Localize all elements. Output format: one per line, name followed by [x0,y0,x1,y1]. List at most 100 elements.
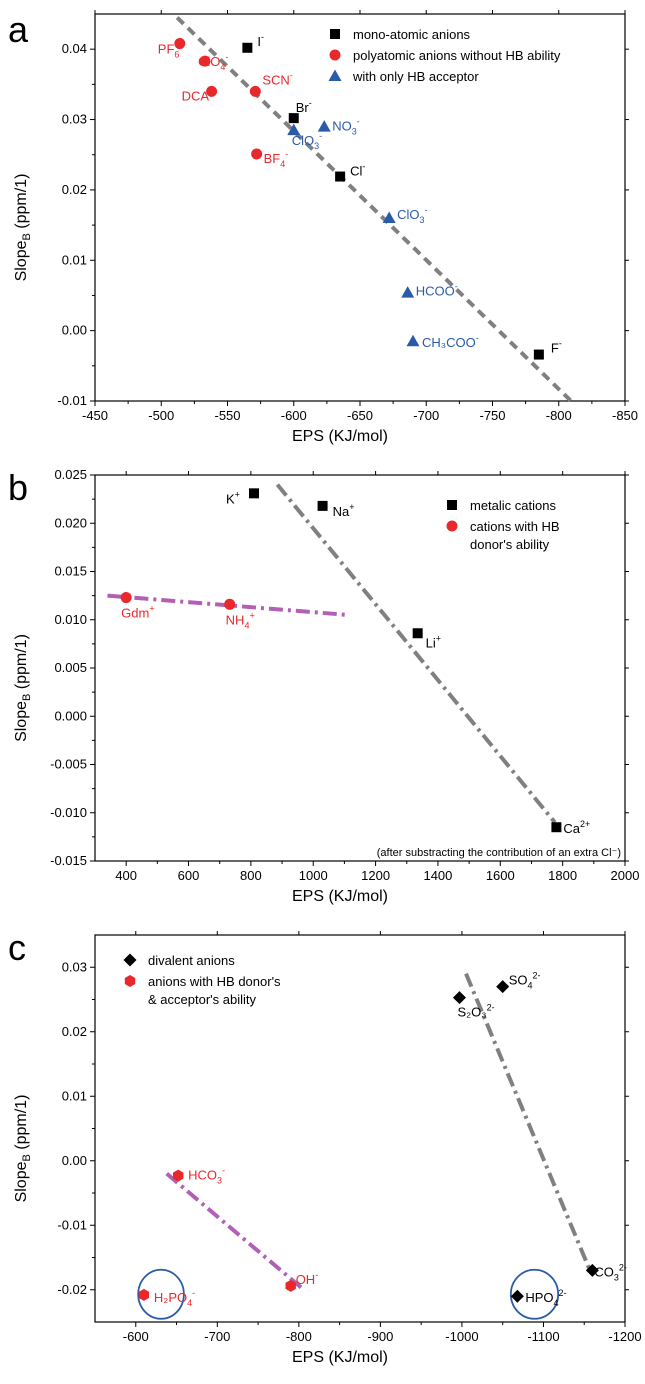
legend-marker [447,500,457,510]
x-tick-label: -600 [281,408,307,423]
y-tick-label: 0.00 [62,1153,87,1168]
data-label: H₂PO4- [154,1288,195,1308]
data-point [249,85,261,97]
data-point [174,38,186,50]
data-label: HCO3- [188,1166,225,1186]
data-label: F- [551,339,562,356]
x-tick-label: -1200 [608,1329,641,1344]
x-axis-label: EPS (KJ/mol) [292,1349,388,1366]
legend-marker [446,520,458,532]
x-tick-label: -650 [347,408,373,423]
y-tick-label: 0.010 [54,612,87,627]
data-point [249,488,259,499]
y-tick-label: 0.020 [54,515,87,530]
y-tick-label: 0.005 [54,660,87,675]
y-tick-label: 0.01 [62,1088,87,1103]
y-axis-label: SlopeB (ppm/1) [13,1095,33,1203]
legend-label: & acceptor's ability [148,992,256,1007]
y-tick-label: 0.025 [54,467,87,482]
data-point [285,1279,296,1292]
data-point [206,85,218,97]
y-tick-label: -0.005 [50,757,87,772]
y-tick-label: -0.01 [57,1217,87,1232]
x-tick-label: 1000 [299,868,328,883]
data-label: CH₃COO- [422,333,479,350]
y-tick-label: -0.01 [57,393,87,408]
data-label: ClO3- [397,205,427,225]
x-tick-label: 1400 [423,868,452,883]
legend-marker [123,953,137,967]
panel-b: b 400 600 800 1000 1200 1400 1600 1800 2000 -0.01… [8,467,639,905]
y-tick-label: 0.01 [62,252,87,267]
x-tick-label: 1200 [361,868,390,883]
data-label: ClO4- [198,52,228,72]
data-point [533,349,544,360]
legend-label: polyatomic anions without HB ability [353,48,561,63]
data-label: Gdm+ [121,604,154,621]
data-label: HPO42- [525,1288,566,1308]
fit-line [165,1172,306,1292]
data-label: K+ [226,489,240,506]
legend-marker [330,29,340,39]
panel-c: c -600 -700 -800 -900 -1000 -1100 -1200 -0.02 -0… [8,927,642,1366]
y-axis-label: SlopeB (ppm/1) [13,634,33,742]
legend-label: divalent anions [148,953,235,968]
legend-label: metalic cations [470,498,556,513]
x-tick-label: -700 [204,1329,230,1344]
x-tick-label: -700 [413,408,439,423]
data-label: I- [257,32,264,49]
data-label: PF6- [158,40,183,60]
x-tick-label: -550 [214,408,240,423]
x-tick-label: -1100 [527,1329,559,1344]
data-label: SCN- [262,70,292,87]
fit-line [275,483,557,824]
data-point [251,148,263,160]
legend-marker [329,49,341,61]
data-point [120,592,132,604]
x-tick-label: -800 [546,408,572,423]
data-point [585,1263,599,1277]
y-tick-label: 0.000 [54,708,87,723]
data-label: DCA- [182,86,212,103]
y-tick-label: -0.010 [50,805,87,820]
legend-marker [328,69,342,81]
fit-line [175,16,577,406]
data-point [551,822,562,833]
x-tick-label: 1600 [486,868,515,883]
data-label: OH- [296,1270,319,1287]
legend-label: donor's ability [470,537,550,552]
data-point [496,980,510,994]
legend-label: mono-atomic anions [353,27,471,42]
panel-c-plot: -600 -700 -800 -900 -1000 -1100 -1200 -0.02 -0.0… [13,931,642,1366]
y-tick-label: -0.015 [50,853,87,868]
data-point [406,334,420,347]
data-point [288,113,299,124]
highlight-ellipse [509,1268,560,1320]
y-tick-label: 0.02 [62,1024,87,1039]
highlight-ellipse [137,1268,185,1320]
panel-b-letter: b [8,467,28,508]
data-label: Ca2+ [563,819,590,836]
legend-label: anions with HB donor's [148,974,281,989]
data-label: Br- [296,98,312,115]
x-tick-label: 2000 [611,868,640,883]
data-point [510,1289,524,1303]
data-point [242,42,253,53]
data-point [173,1169,184,1182]
x-axis-label: EPS (KJ/mol) [292,888,388,905]
annotation: (after substracting the contribution of … [377,847,621,859]
data-label: S₂O₃2- [457,1003,494,1020]
panel-b-plot: 400 600 800 1000 1200 1400 1600 1800 2000 -0.015 -… [13,467,639,905]
x-tick-label: -1000 [445,1329,478,1344]
data-point [412,628,423,639]
y-tick-label: 0.03 [62,959,87,974]
data-label: Cl- [350,162,365,179]
data-point [335,171,346,182]
data-point [317,120,331,132]
data-label: NO3- [332,117,360,137]
panel-a-plot: -450 -500 -550 -600 -650 -700 -750 -800 -850 -0.0… [13,10,638,445]
y-tick-label: 0.00 [62,323,87,338]
data-point [317,500,328,511]
x-tick-label: -600 [123,1329,149,1344]
data-point [224,598,236,610]
